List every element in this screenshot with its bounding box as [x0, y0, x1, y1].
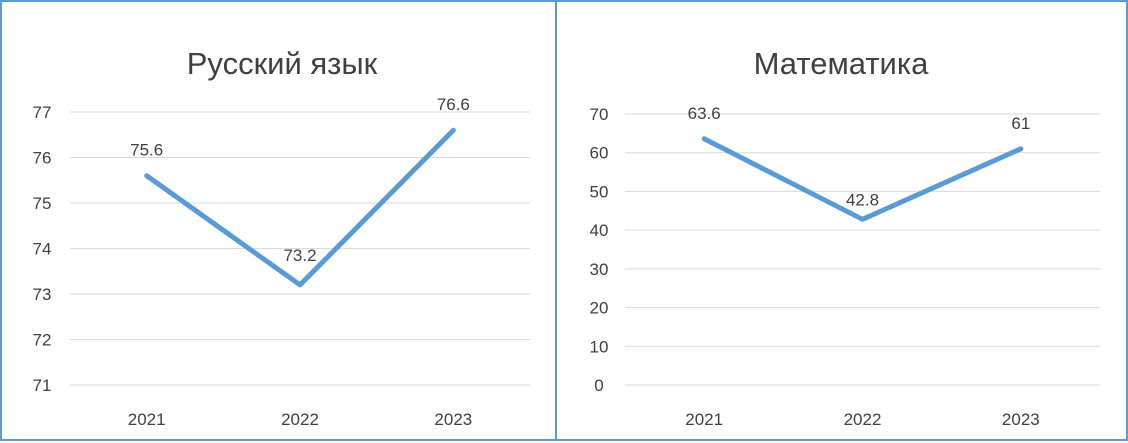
x-tick-label: 2023: [1002, 410, 1040, 429]
x-tick-label: 2022: [844, 410, 882, 429]
data-label: 42.8: [846, 190, 879, 209]
y-tick-label: 75: [33, 194, 52, 213]
data-label: 63.6: [688, 104, 721, 123]
data-label: 73.2: [283, 246, 316, 265]
data-label: 61: [1011, 114, 1030, 133]
chart-title: Русский язык: [187, 46, 378, 81]
russian-language-chart: Русский язык 71 72 73 74 75 76 77 2021 2022 2023 7…: [33, 46, 530, 429]
y-tick-label: 73: [33, 285, 52, 304]
y-tick-label: 70: [590, 105, 609, 124]
series-line: [144, 127, 456, 288]
x-tick-label: 2023: [434, 410, 472, 429]
chart-title: Математика: [754, 46, 929, 81]
y-tick-label: 20: [590, 299, 609, 318]
x-tick-label: 2021: [685, 410, 723, 429]
y-tick-label: 77: [33, 103, 52, 122]
x-tick-label: 2021: [128, 410, 166, 429]
y-tick-label: 0: [594, 376, 603, 395]
russian-language-chart-panel: Русский язык 71 72 73 74 75 76 77 2021 2022 2023 7…: [0, 0, 557, 441]
data-label: 75.6: [130, 141, 163, 160]
x-tick-label: 2022: [281, 410, 319, 429]
y-tick-label: 72: [33, 331, 52, 350]
mathematics-chart: Математика 0 10 20 30 40 50 60 70 2021 2022 2023 63…: [590, 46, 1100, 429]
y-tick-label: 10: [590, 337, 609, 356]
y-tick-label: 50: [590, 182, 609, 201]
gridlines: [70, 111, 530, 386]
mathematics-chart-panel: Математика 0 10 20 30 40 50 60 70 2021 2022 2023 63…: [555, 0, 1128, 441]
series-line: [701, 136, 1024, 222]
y-tick-label: 74: [33, 240, 52, 259]
y-tick-label: 71: [33, 376, 52, 395]
data-label: 76.6: [437, 95, 470, 114]
y-tick-label: 60: [590, 144, 609, 163]
y-tick-label: 76: [33, 149, 52, 168]
y-tick-label: 30: [590, 260, 609, 279]
y-tick-label: 40: [590, 221, 609, 240]
gridlines: [625, 113, 1100, 386]
